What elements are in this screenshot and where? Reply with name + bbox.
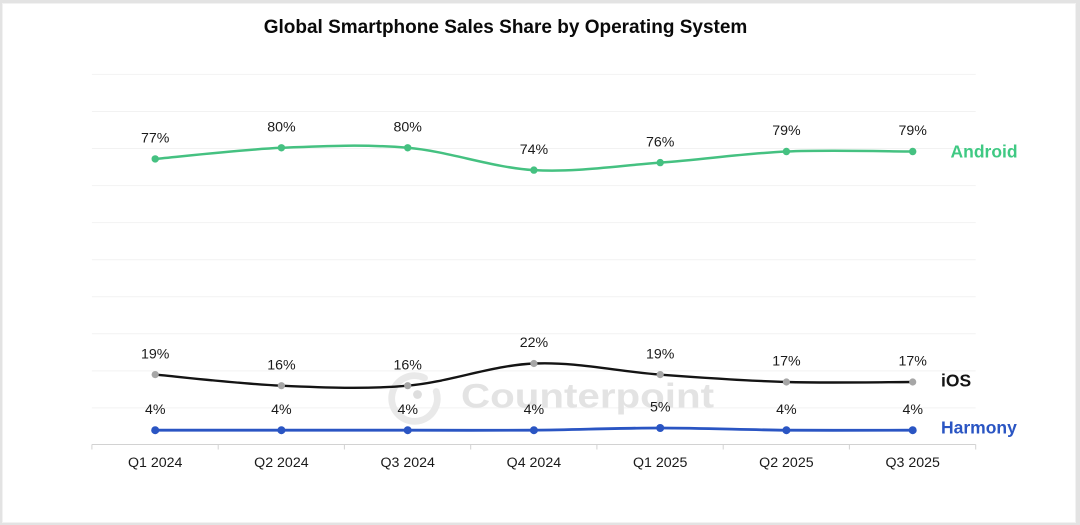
svg-text:Q4 2024: Q4 2024: [507, 455, 562, 471]
svg-text:Counterpoint: Counterpoint: [461, 378, 714, 416]
svg-text:17%: 17%: [898, 354, 927, 370]
svg-text:16%: 16%: [267, 357, 296, 373]
svg-text:4%: 4%: [902, 402, 923, 418]
svg-text:Q3 2025: Q3 2025: [885, 455, 940, 471]
svg-text:79%: 79%: [772, 123, 801, 139]
svg-text:Q1 2024: Q1 2024: [128, 455, 183, 471]
svg-text:22%: 22%: [520, 335, 549, 351]
svg-text:19%: 19%: [646, 346, 675, 362]
svg-text:19%: 19%: [141, 346, 170, 362]
svg-text:Harmony: Harmony: [941, 418, 1017, 438]
svg-text:Android: Android: [951, 141, 1018, 161]
svg-text:Q2 2024: Q2 2024: [254, 455, 309, 471]
svg-text:76%: 76%: [646, 134, 675, 150]
svg-text:4%: 4%: [397, 402, 418, 418]
svg-text:80%: 80%: [267, 120, 296, 136]
svg-text:17%: 17%: [772, 354, 801, 370]
svg-text:77%: 77%: [141, 131, 170, 147]
svg-text:4%: 4%: [524, 402, 545, 418]
svg-text:80%: 80%: [393, 120, 422, 136]
svg-text:Q3 2024: Q3 2024: [380, 455, 435, 471]
svg-text:79%: 79%: [898, 123, 927, 139]
svg-text:16%: 16%: [393, 357, 422, 373]
svg-text:4%: 4%: [776, 402, 797, 418]
svg-text:Q1 2025: Q1 2025: [633, 455, 688, 471]
svg-text:4%: 4%: [271, 402, 292, 418]
svg-text:74%: 74%: [520, 142, 549, 158]
svg-text:5%: 5%: [650, 400, 671, 416]
svg-text:iOS: iOS: [941, 371, 971, 391]
svg-text:Q2 2025: Q2 2025: [759, 455, 814, 471]
svg-text:4%: 4%: [145, 402, 166, 418]
